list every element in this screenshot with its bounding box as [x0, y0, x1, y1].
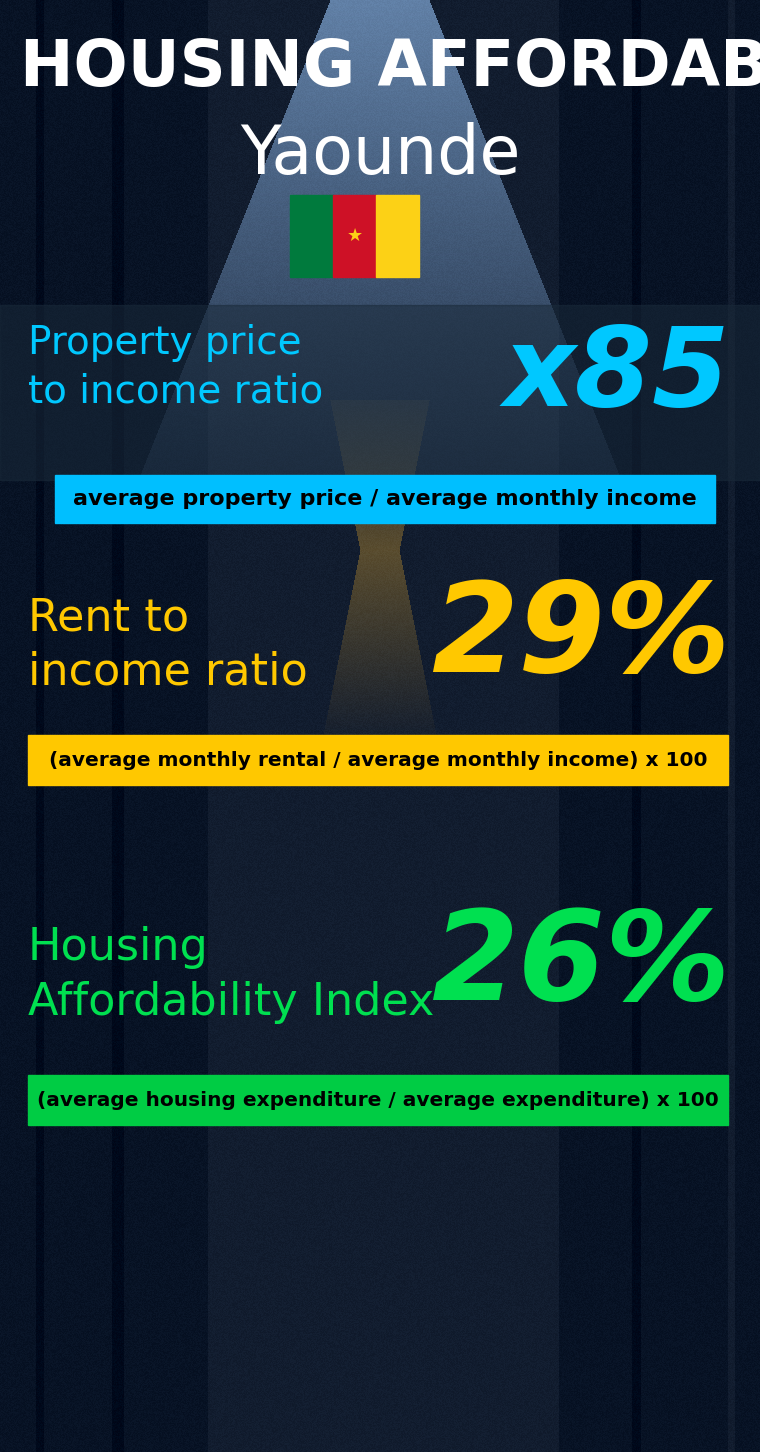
Text: average property price / average monthly income: average property price / average monthly… — [73, 489, 697, 510]
Bar — [0, 305, 760, 481]
Text: 29%: 29% — [431, 578, 730, 698]
Bar — [28, 1074, 728, 1125]
Text: Yaounde: Yaounde — [240, 122, 520, 187]
Text: 26%: 26% — [431, 905, 730, 1025]
Bar — [55, 475, 715, 523]
Bar — [333, 195, 376, 277]
Bar — [376, 195, 419, 277]
Text: ★: ★ — [347, 227, 363, 245]
Text: x85: x85 — [504, 321, 730, 428]
Bar — [28, 735, 728, 786]
Bar — [290, 195, 333, 277]
Text: Rent to
income ratio: Rent to income ratio — [28, 597, 308, 694]
Text: (average monthly rental / average monthly income) x 100: (average monthly rental / average monthl… — [49, 751, 708, 770]
Text: HOUSING AFFORDABILITY: HOUSING AFFORDABILITY — [20, 36, 760, 99]
Text: Property price
to income ratio: Property price to income ratio — [28, 324, 323, 411]
Text: (average housing expenditure / average expenditure) x 100: (average housing expenditure / average e… — [37, 1090, 719, 1109]
Text: Housing
Affordability Index: Housing Affordability Index — [28, 926, 435, 1024]
